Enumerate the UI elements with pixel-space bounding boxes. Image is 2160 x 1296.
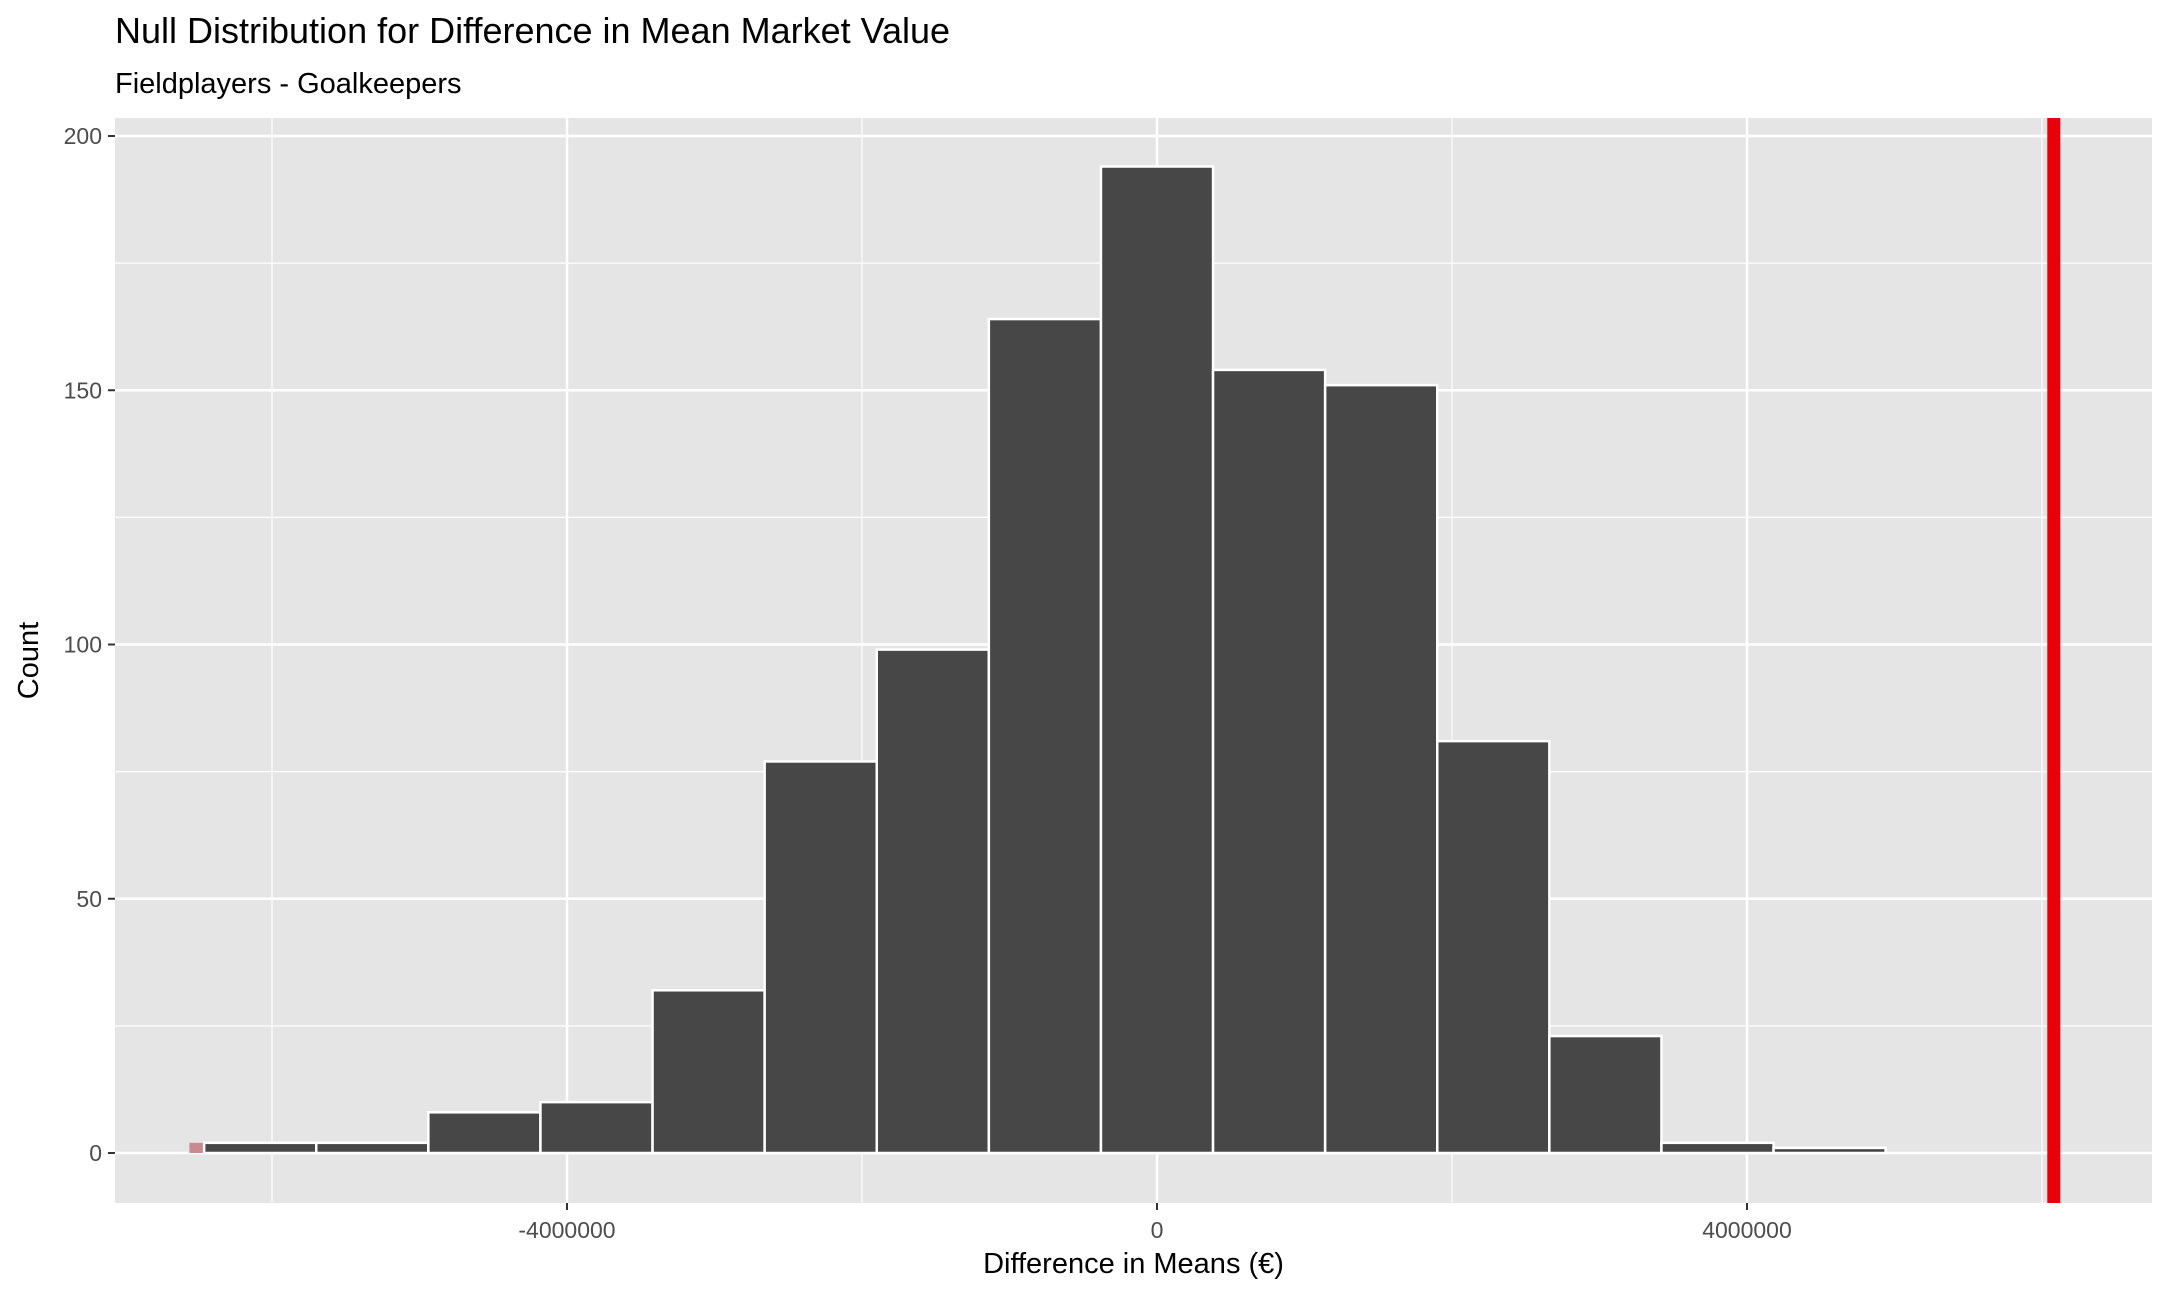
y-tick-label: 100 (64, 632, 102, 658)
x-tick-label: 0 (1151, 1217, 1164, 1243)
y-tick-label: 50 (76, 886, 102, 912)
histogram-bar (875, 648, 991, 1155)
x-tick-label: 4000000 (1702, 1217, 1792, 1243)
histogram-bar (1323, 383, 1439, 1155)
histogram-bar (427, 1111, 542, 1155)
histogram-bar (315, 1141, 430, 1155)
histogram-bar (1660, 1141, 1775, 1155)
histogram-bar (1436, 739, 1551, 1155)
histogram-bar (1548, 1034, 1663, 1155)
histogram-bar (987, 317, 1103, 1155)
y-tick-label: 200 (64, 123, 102, 149)
y-tick-label: 150 (64, 377, 102, 403)
chart-title: Null Distribution for Difference in Mean… (115, 10, 950, 51)
shaded-tail-bar (189, 1142, 205, 1153)
x-axis-ticks: -4000000 0 4000000 (518, 1203, 1792, 1243)
histogram-bar (202, 1141, 318, 1155)
histogram-bar (763, 760, 879, 1155)
chart-subtitle: Fieldplayers - Goalkeepers (115, 68, 462, 100)
y-axis-ticks: 0 50 100 150 200 (64, 123, 115, 1166)
y-axis-label: Count (13, 622, 45, 699)
histogram-bar (1772, 1146, 1887, 1155)
histogram-bar (651, 989, 766, 1155)
histogram-bar (1211, 368, 1327, 1155)
y-tick-label: 0 (89, 1140, 102, 1166)
histogram-bar (1099, 165, 1215, 1155)
histogram-bar (539, 1100, 654, 1155)
histogram-bars (189, 165, 1887, 1155)
x-tick-label: -4000000 (518, 1217, 615, 1243)
x-axis-label: Difference in Means (€) (983, 1248, 1284, 1280)
